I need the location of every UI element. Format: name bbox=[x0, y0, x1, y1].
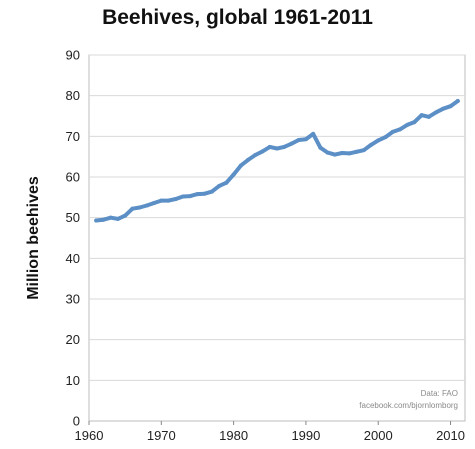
data-point bbox=[115, 216, 120, 221]
data-point bbox=[108, 215, 113, 220]
data-point bbox=[448, 104, 453, 109]
data-point bbox=[159, 198, 164, 203]
data-point bbox=[181, 194, 185, 199]
data-point bbox=[188, 194, 193, 199]
y-axis-ticks: 0 10 20 30 40 50 60 70 80 90 bbox=[66, 48, 80, 429]
data-point bbox=[144, 203, 149, 208]
data-point bbox=[246, 157, 251, 162]
data-point bbox=[152, 201, 157, 206]
data-point bbox=[209, 189, 214, 194]
data-point bbox=[173, 196, 178, 201]
data-point bbox=[101, 217, 106, 222]
y-tick-label: 40 bbox=[66, 251, 80, 266]
data-point bbox=[434, 110, 439, 115]
x-tick-label: 1970 bbox=[147, 428, 176, 443]
data-point bbox=[383, 135, 388, 140]
data-point bbox=[390, 129, 395, 134]
data-point bbox=[303, 137, 308, 142]
data-point bbox=[361, 148, 366, 153]
y-tick-label: 30 bbox=[66, 292, 80, 307]
source-credit-label: facebook.com/bjornlomborg bbox=[359, 401, 458, 410]
data-point bbox=[426, 114, 431, 119]
chart-title: Beehives, global 1961-2011 bbox=[102, 6, 373, 29]
data-point bbox=[130, 206, 135, 211]
data-point bbox=[347, 151, 352, 156]
x-tick-label: 1960 bbox=[75, 428, 104, 443]
data-point bbox=[405, 122, 410, 127]
data-point bbox=[202, 191, 207, 196]
x-axis-ticks: 1960 1970 1980 1990 2000 2010 bbox=[75, 421, 465, 443]
data-point bbox=[224, 180, 229, 185]
data-point bbox=[231, 172, 236, 177]
series-points bbox=[94, 98, 460, 223]
data-point bbox=[217, 183, 222, 188]
data-point bbox=[354, 149, 359, 154]
data-point bbox=[325, 150, 330, 155]
data-point bbox=[376, 138, 381, 143]
data-point bbox=[289, 141, 294, 146]
data-point bbox=[166, 198, 171, 203]
x-tick-label: 2010 bbox=[436, 428, 465, 443]
y-tick-label: 10 bbox=[66, 373, 80, 388]
gridlines bbox=[89, 54, 465, 381]
data-point bbox=[419, 113, 424, 118]
y-tick-label: 70 bbox=[66, 129, 80, 144]
y-tick-label: 50 bbox=[66, 210, 80, 225]
data-point bbox=[195, 192, 200, 197]
data-point bbox=[94, 218, 99, 223]
y-tick-label: 80 bbox=[66, 88, 80, 103]
data-point bbox=[455, 98, 460, 103]
source-data-label: Data: FAO bbox=[421, 389, 458, 398]
y-tick-label: 60 bbox=[66, 170, 80, 185]
data-point bbox=[296, 137, 301, 142]
y-tick-label: 20 bbox=[66, 332, 80, 347]
data-point bbox=[123, 213, 128, 218]
data-point bbox=[267, 144, 272, 149]
x-tick-label: 1980 bbox=[219, 428, 248, 443]
x-tick-label: 2000 bbox=[364, 428, 393, 443]
y-tick-label: 0 bbox=[73, 414, 80, 429]
data-point bbox=[311, 131, 316, 136]
data-point bbox=[397, 127, 402, 132]
data-point bbox=[412, 120, 417, 125]
data-point bbox=[275, 146, 279, 151]
data-point bbox=[332, 152, 337, 157]
data-point bbox=[238, 163, 243, 168]
data-point bbox=[340, 151, 345, 156]
data-point bbox=[253, 153, 258, 158]
data-point bbox=[441, 106, 446, 111]
data-point bbox=[260, 149, 265, 154]
data-point bbox=[137, 205, 142, 210]
y-axis-label: Million beehives bbox=[25, 176, 42, 300]
plot-area bbox=[88, 54, 466, 422]
data-point bbox=[369, 142, 373, 147]
x-tick-label: 1990 bbox=[291, 428, 320, 443]
y-tick-label: 90 bbox=[66, 48, 80, 63]
data-point bbox=[282, 144, 287, 149]
data-point bbox=[318, 145, 323, 150]
